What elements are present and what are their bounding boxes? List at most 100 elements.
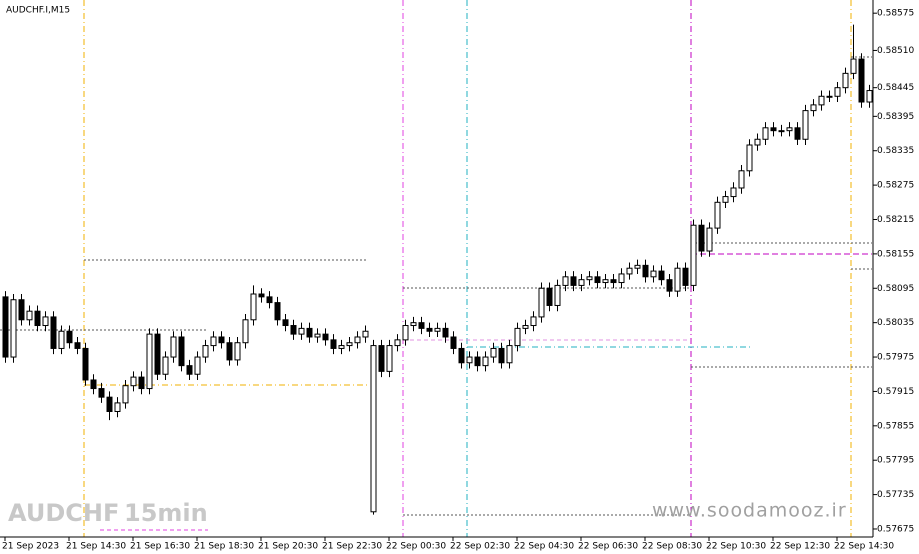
candle-body	[866, 90, 873, 103]
candle-body	[698, 224, 705, 252]
candle-body	[506, 345, 513, 364]
candle-body	[178, 336, 185, 367]
candle-body	[570, 276, 577, 286]
candle-body	[850, 58, 857, 74]
y-tick-label: 0.57915	[877, 387, 914, 397]
candle-body	[194, 356, 201, 375]
x-tick-label: 21 Sep 14:30	[66, 542, 126, 552]
candle-body	[410, 322, 417, 327]
candle-body	[466, 356, 473, 364]
candle-body	[802, 110, 809, 140]
candle-body	[674, 267, 681, 292]
candle-body	[34, 310, 41, 327]
candle-body	[842, 72, 849, 89]
candle-body	[530, 316, 537, 327]
candle-body	[330, 339, 337, 349]
candle-body	[386, 345, 393, 372]
candle-body	[434, 327, 441, 332]
candle-body	[322, 333, 329, 341]
candle-body	[730, 187, 737, 198]
x-tick-label: 22 Sep 02:30	[450, 542, 510, 552]
x-tick-label: 22 Sep 06:30	[578, 542, 638, 552]
y-tick-label: 0.57795	[877, 456, 914, 466]
candle-body	[498, 347, 505, 364]
candle-body	[274, 302, 281, 321]
x-tick-label: 21 Sep 20:30	[258, 542, 318, 552]
candle-body	[258, 293, 265, 298]
candle-body	[162, 356, 169, 375]
candle-body	[602, 279, 609, 284]
candle-body	[818, 95, 825, 106]
candle-body	[354, 336, 361, 344]
candle-body	[66, 330, 73, 344]
candle-body	[18, 299, 25, 321]
chart-title: AUDCHF.I,M15	[6, 6, 70, 16]
candle-body	[138, 376, 145, 390]
x-tick-label: 22 Sep 12:30	[770, 542, 830, 552]
candle-body	[770, 127, 777, 132]
candle-body	[578, 279, 585, 286]
candle-body	[362, 330, 369, 338]
y-tick-label: 0.58445	[877, 83, 914, 93]
indicator-lines	[0, 0, 872, 537]
candle-body	[26, 310, 33, 321]
x-tick-label: 22 Sep 08:30	[642, 542, 702, 552]
candle-body	[50, 316, 57, 349]
candle-body	[226, 342, 233, 361]
candle-body	[834, 87, 841, 97]
candle-body	[426, 327, 433, 332]
candle-body	[714, 201, 721, 229]
candle-body	[394, 339, 401, 347]
y-tick-label: 0.58395	[877, 112, 914, 122]
candle-body	[762, 127, 769, 140]
candle-body	[658, 270, 665, 281]
candle-body	[610, 279, 617, 284]
candle-body	[338, 345, 345, 349]
candle-body	[130, 376, 137, 387]
candle-body	[722, 196, 729, 203]
candle-body	[170, 336, 177, 358]
x-tick-label: 22 Sep 14:30	[834, 542, 894, 552]
candle-body	[594, 276, 601, 284]
candle-body	[210, 336, 217, 347]
candle-body	[114, 402, 121, 412]
candle-body	[786, 127, 793, 132]
candle-body	[586, 276, 593, 281]
candle-body	[626, 267, 633, 275]
y-tick-label: 0.57975	[877, 353, 914, 363]
candle-body	[754, 138, 761, 146]
candle-body	[618, 273, 625, 284]
y-tick-label: 0.58510	[877, 46, 914, 56]
candle-body	[450, 336, 457, 349]
candle-body	[242, 319, 249, 344]
candle-body	[346, 342, 353, 347]
x-tick-label: 22 Sep 04:30	[514, 542, 574, 552]
candle-body	[266, 296, 273, 304]
candle-body	[218, 336, 225, 344]
candle-body	[794, 127, 801, 140]
candle-body	[738, 170, 745, 189]
candle-body	[42, 316, 49, 327]
candle-body	[666, 279, 673, 292]
candle-body	[82, 347, 89, 381]
y-tick-label: 0.58095	[877, 284, 914, 294]
candle-body	[58, 330, 65, 349]
candle-body	[298, 327, 305, 335]
y-tick-label: 0.58335	[877, 146, 914, 156]
candle-body	[690, 224, 697, 286]
candle-body	[2, 296, 9, 358]
candle-body	[402, 325, 409, 341]
x-tick-label: 22 Sep 10:30	[706, 542, 766, 552]
candle-body	[442, 327, 449, 338]
candle-body	[522, 325, 529, 329]
candle-body	[490, 347, 497, 358]
candle-body	[810, 104, 817, 112]
y-tick-label: 0.58575	[877, 9, 914, 19]
candle-body	[290, 325, 297, 335]
candle-body	[90, 379, 97, 390]
candle-body	[650, 270, 657, 278]
candle-body	[778, 130, 785, 133]
candle-body	[634, 264, 641, 269]
